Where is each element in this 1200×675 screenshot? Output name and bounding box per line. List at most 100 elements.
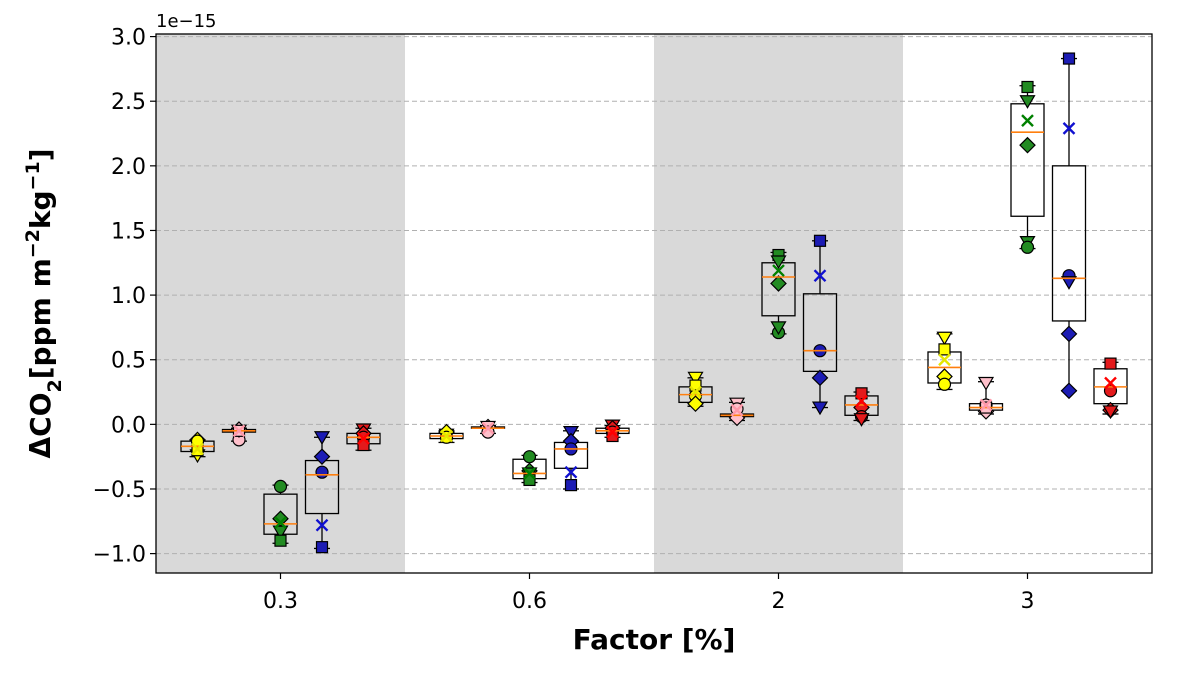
box-yellow	[678, 371, 713, 413]
circle-marker	[1103, 384, 1118, 398]
plot-frame	[155, 33, 1153, 574]
circle-marker	[273, 479, 288, 493]
circle-marker	[481, 425, 495, 439]
box-green	[761, 248, 796, 340]
square-marker	[1104, 357, 1117, 370]
circle-marker	[937, 377, 952, 391]
box-yellow	[180, 431, 215, 464]
box-blue	[304, 431, 340, 554]
y-axis-label-sub: 2	[44, 379, 66, 392]
gridlines	[156, 36, 1152, 555]
box-blue	[1051, 52, 1087, 400]
y-tick-label: 1.5	[111, 219, 146, 244]
shaded-band-2	[654, 34, 903, 573]
box-red	[595, 419, 630, 443]
mean-marker	[730, 403, 744, 417]
circle-marker	[1020, 240, 1035, 254]
box-green	[1010, 80, 1045, 254]
mean-marker	[855, 394, 868, 408]
square-marker	[564, 479, 578, 492]
mean-marker	[191, 442, 204, 456]
mean-marker	[938, 353, 951, 367]
square-marker	[274, 534, 287, 547]
triangle-marker	[687, 371, 704, 386]
diamond-marker	[811, 369, 829, 387]
y-tick-label: −1.0	[93, 543, 146, 568]
square-marker	[1021, 80, 1034, 94]
mean-marker	[440, 429, 453, 443]
triangle-marker	[811, 401, 829, 416]
y-offset-label: 1e−15	[156, 11, 217, 32]
square-marker	[813, 234, 827, 247]
y-tick-label: 0.5	[111, 349, 146, 374]
mean-marker	[689, 385, 702, 399]
diamond-marker	[1019, 136, 1036, 154]
x-tick-label: 0.3	[263, 589, 298, 614]
diamond-marker	[1060, 325, 1078, 343]
y-tick-label: 3.0	[111, 26, 146, 51]
x-axis-label: Factor [%]	[573, 623, 736, 656]
y-axis-label-end: ]	[24, 149, 57, 162]
group-0.3	[180, 421, 381, 554]
y-axis-label-main: ΔCO	[24, 392, 57, 458]
mean-marker	[481, 421, 495, 435]
y-axis-label: ΔCO2[ppm m−2kg−1]	[22, 149, 66, 459]
box-blue	[802, 234, 838, 416]
triangle-marker	[272, 525, 289, 540]
triangle-marker	[770, 255, 787, 270]
box-green	[512, 450, 547, 487]
y-axis-label-rest: [ppm m	[24, 258, 57, 379]
box-red	[1093, 357, 1128, 420]
mean-marker	[315, 518, 329, 532]
mean-marker	[357, 432, 370, 445]
circle-marker	[190, 434, 205, 448]
triangle-marker	[313, 431, 331, 445]
mean-marker	[813, 269, 827, 283]
box-body	[1051, 165, 1087, 322]
diamond-marker	[687, 395, 704, 413]
y-tick-label: 2.0	[111, 155, 146, 180]
box-yellow	[429, 423, 464, 444]
mean-marker	[232, 424, 246, 438]
triangle-marker	[977, 376, 995, 391]
box-pink	[221, 421, 257, 447]
y-axis-label-mid: kg	[24, 190, 57, 229]
square-marker	[1062, 52, 1076, 65]
x-tick-label: 2	[772, 589, 786, 614]
mean-marker	[1104, 376, 1117, 390]
y-tick-label: 0.0	[111, 413, 146, 438]
circle-marker	[315, 465, 329, 479]
box-pink	[470, 418, 506, 439]
group-0.6	[429, 418, 630, 492]
y-axis-ticks: −1.0 −0.5 0.0 0.5 1.0 1.5 2.0 2.5 3.0	[93, 26, 156, 568]
triangle-marker	[1060, 276, 1078, 290]
square-marker	[315, 541, 329, 554]
box-green	[263, 479, 298, 547]
box-pink	[719, 397, 755, 427]
triangle-marker	[1019, 95, 1036, 109]
plot-data	[180, 52, 1128, 554]
mean-marker	[523, 467, 536, 480]
shaded-bands	[156, 34, 903, 573]
triangle-marker	[1102, 405, 1119, 420]
y-axis-label-sup2: −1	[22, 161, 44, 190]
y-tick-label: 2.5	[111, 90, 146, 115]
mean-marker	[1021, 114, 1034, 127]
y-tick-label: 1.0	[111, 284, 146, 309]
box-yellow	[927, 331, 962, 391]
x-tick-label: 3	[1021, 589, 1035, 614]
diamond-marker	[313, 448, 331, 466]
y-axis-label-sup1: −2	[22, 229, 44, 258]
mean-marker	[274, 516, 287, 529]
square-marker	[938, 343, 951, 356]
triangle-marker	[853, 413, 870, 427]
circle-marker	[522, 450, 537, 464]
y-tick-label: −0.5	[93, 478, 146, 503]
box-pink	[968, 376, 1004, 420]
mean-marker	[606, 425, 619, 439]
triangle-marker	[562, 426, 580, 440]
box-blue	[553, 426, 589, 492]
square-marker	[855, 387, 868, 400]
x-tick-label: 0.6	[512, 589, 547, 614]
